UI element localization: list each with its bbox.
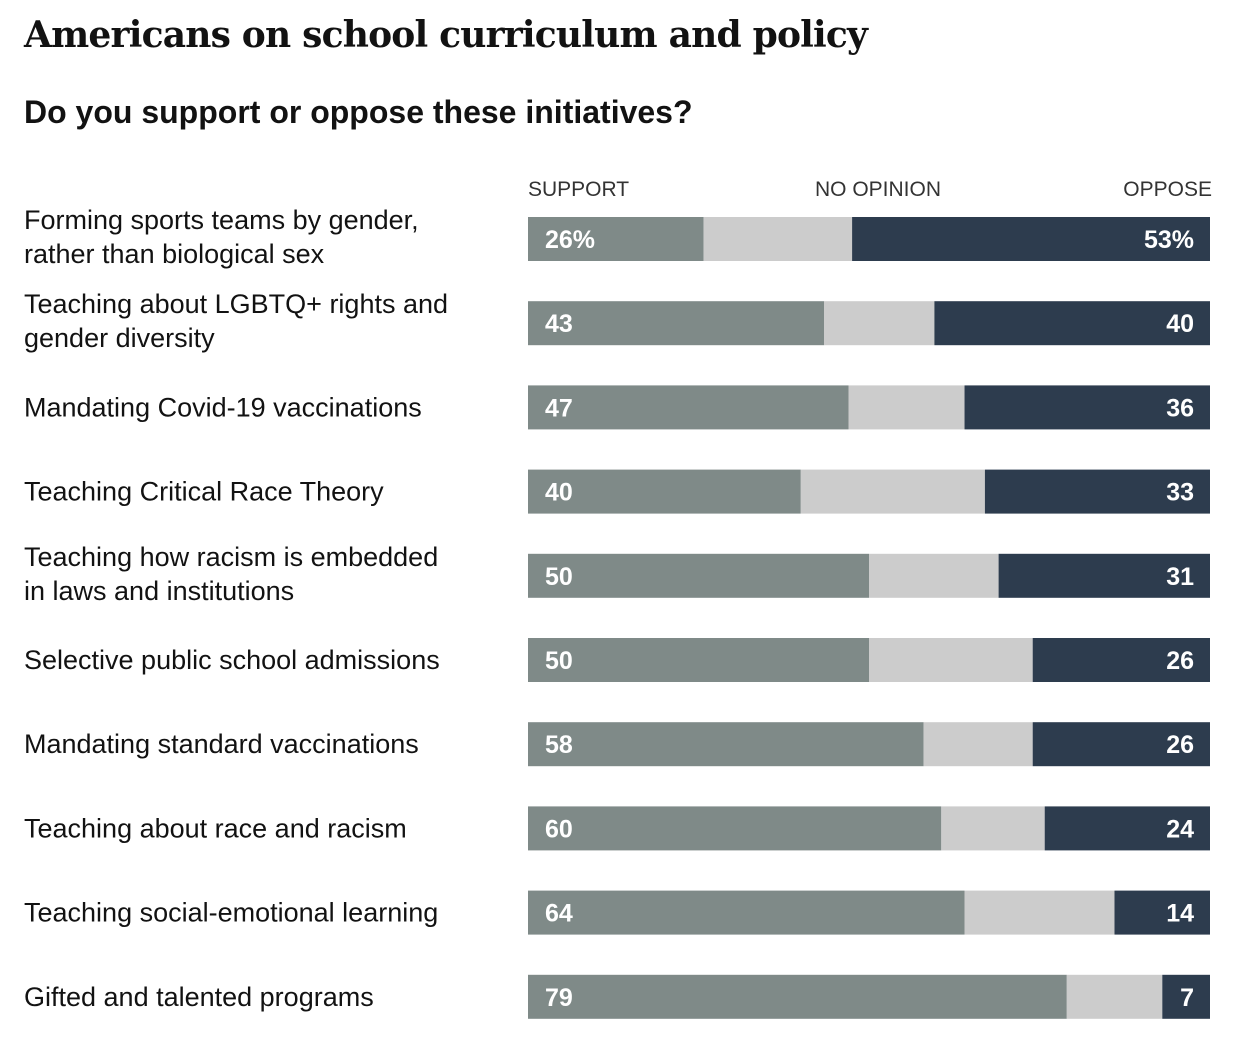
bar-support-7	[528, 806, 942, 851]
row-label-line: Gifted and talented programs	[24, 982, 374, 1012]
bar-support-2	[528, 385, 849, 430]
row-label-line: Teaching how racism is embedded	[24, 542, 438, 572]
bar-support-4	[528, 553, 869, 598]
oppose-value-label-6: 26	[1166, 731, 1194, 759]
bar-oppose-4	[998, 553, 1210, 598]
bar-no-opinion-0	[703, 217, 853, 261]
bar-support-1	[528, 301, 825, 346]
row-label-line: Mandating standard vaccinations	[24, 729, 419, 759]
row-label-0: Forming sports teams by gender, rather th…	[24, 205, 419, 269]
bar-oppose-3	[984, 469, 1210, 514]
bar-no-opinion-7	[941, 806, 1045, 851]
support-value-label-7: 60	[545, 815, 573, 843]
support-value-label-1: 43	[545, 310, 573, 338]
oppose-value-label-0: 53%	[1144, 226, 1194, 254]
row-label-4: Teaching how racism is embedded in laws a…	[24, 542, 438, 606]
bar-no-opinion-9	[1066, 974, 1163, 1019]
support-value-label-2: 47	[545, 394, 573, 422]
support-value-label-5: 50	[545, 647, 573, 675]
row-label-line: Teaching about race and racism	[24, 813, 407, 843]
row-label-3: Teaching Critical Race Theory	[24, 477, 384, 507]
row-label-1: Teaching about LGBTQ+ rights and gender d…	[24, 289, 448, 353]
bar-oppose-1	[934, 301, 1210, 346]
bar-oppose-9	[1162, 974, 1210, 1019]
bar-no-opinion-2	[848, 385, 965, 430]
support-value-label-0: 26%	[545, 226, 595, 254]
bar-support-0	[528, 217, 704, 261]
oppose-value-label-5: 26	[1166, 647, 1194, 675]
legend-no-opinion: NO OPINION	[815, 178, 942, 201]
row-label-5: Selective public school admissions	[24, 645, 440, 675]
row-label-line: Teaching about LGBTQ+ rights and	[24, 289, 448, 319]
bar-no-opinion-4	[869, 553, 999, 598]
row-label-line: rather than biological sex	[24, 239, 325, 269]
bar-support-5	[528, 638, 869, 682]
bar-no-opinion-3	[800, 469, 985, 514]
bar-oppose-2	[964, 385, 1210, 430]
support-value-label-4: 50	[545, 563, 573, 591]
row-label-9: Gifted and talented programs	[24, 982, 374, 1012]
row-label-line: Mandating Covid-19 vaccinations	[24, 392, 422, 422]
bar-support-8	[528, 890, 965, 935]
oppose-value-label-3: 33	[1166, 479, 1194, 507]
bar-support-6	[528, 722, 924, 767]
bar-no-opinion-5	[869, 638, 1033, 682]
row-label-line: Teaching Critical Race Theory	[24, 477, 384, 507]
bar-oppose-6	[1032, 722, 1210, 767]
oppose-value-label-8: 14	[1166, 900, 1194, 928]
legend-oppose: OPPOSE	[1123, 178, 1212, 201]
chart-subtitle: Do you support or oppose these initiativ…	[24, 94, 693, 130]
oppose-value-label-7: 24	[1166, 815, 1194, 843]
oppose-value-label-2: 36	[1166, 394, 1194, 422]
row-label-line: gender diversity	[24, 323, 215, 353]
row-label-7: Teaching about race and racism	[24, 813, 407, 843]
legend-support: SUPPORT	[528, 178, 630, 201]
oppose-value-label-4: 31	[1166, 563, 1194, 591]
bar-oppose-5	[1032, 638, 1210, 682]
row-label-line: Forming sports teams by gender,	[24, 205, 419, 235]
row-label-2: Mandating Covid-19 vaccinations	[24, 392, 422, 422]
oppose-value-label-1: 40	[1166, 310, 1194, 338]
row-label-line: Selective public school admissions	[24, 645, 440, 675]
support-value-label-6: 58	[545, 731, 573, 759]
support-value-label-8: 64	[545, 900, 573, 928]
support-value-label-3: 40	[545, 479, 573, 507]
bar-oppose-0	[852, 217, 1210, 261]
oppose-value-label-9: 7	[1180, 984, 1194, 1012]
support-value-label-9: 79	[545, 984, 573, 1012]
row-label-line: in laws and institutions	[24, 576, 294, 606]
bar-support-3	[528, 469, 801, 514]
bar-oppose-7	[1044, 806, 1210, 851]
bar-no-opinion-6	[923, 722, 1033, 767]
chart-title: Americans on school curriculum and polic…	[24, 14, 868, 56]
bar-no-opinion-8	[964, 890, 1115, 935]
row-label-8: Teaching social-emotional learning	[24, 898, 438, 928]
row-label-6: Mandating standard vaccinations	[24, 729, 419, 759]
bar-support-9	[528, 974, 1067, 1019]
bar-no-opinion-1	[824, 301, 935, 346]
row-label-line: Teaching social-emotional learning	[24, 898, 438, 928]
bar-oppose-8	[1114, 890, 1210, 935]
